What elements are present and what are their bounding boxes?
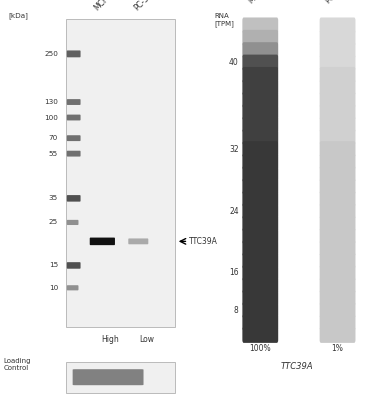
FancyBboxPatch shape	[320, 265, 356, 281]
FancyBboxPatch shape	[67, 50, 81, 57]
FancyBboxPatch shape	[242, 92, 278, 108]
FancyBboxPatch shape	[242, 191, 278, 207]
FancyBboxPatch shape	[320, 290, 356, 306]
FancyBboxPatch shape	[242, 203, 278, 219]
FancyBboxPatch shape	[320, 79, 356, 95]
FancyBboxPatch shape	[320, 327, 356, 343]
FancyBboxPatch shape	[242, 302, 278, 318]
Text: 250: 250	[44, 51, 58, 57]
Text: 8: 8	[234, 306, 239, 315]
FancyBboxPatch shape	[242, 30, 278, 46]
FancyBboxPatch shape	[67, 99, 81, 105]
FancyBboxPatch shape	[242, 116, 278, 132]
FancyBboxPatch shape	[320, 302, 356, 318]
FancyBboxPatch shape	[320, 154, 356, 170]
FancyBboxPatch shape	[242, 79, 278, 95]
Text: 40: 40	[229, 58, 239, 67]
Text: Low: Low	[139, 335, 154, 344]
Text: High: High	[101, 335, 119, 344]
Text: 1%: 1%	[332, 344, 344, 353]
Text: Loading
Control: Loading Control	[4, 358, 31, 372]
Text: 10: 10	[49, 285, 58, 291]
FancyBboxPatch shape	[242, 18, 278, 34]
Text: TTC39A: TTC39A	[190, 237, 218, 246]
FancyBboxPatch shape	[320, 129, 356, 145]
FancyBboxPatch shape	[73, 369, 144, 385]
Text: 32: 32	[229, 145, 239, 154]
Text: PC-3: PC-3	[132, 0, 151, 13]
FancyBboxPatch shape	[320, 30, 356, 46]
Text: RNA
[TPM]: RNA [TPM]	[214, 13, 234, 27]
FancyBboxPatch shape	[320, 277, 356, 293]
FancyBboxPatch shape	[320, 92, 356, 108]
FancyBboxPatch shape	[320, 116, 356, 132]
Text: PC-3: PC-3	[323, 0, 342, 6]
FancyBboxPatch shape	[320, 104, 356, 120]
FancyBboxPatch shape	[320, 18, 356, 34]
FancyBboxPatch shape	[320, 314, 356, 330]
Text: MCF-7: MCF-7	[92, 0, 115, 13]
FancyBboxPatch shape	[67, 195, 81, 202]
FancyBboxPatch shape	[320, 191, 356, 207]
FancyBboxPatch shape	[320, 253, 356, 269]
FancyBboxPatch shape	[242, 265, 278, 281]
FancyBboxPatch shape	[242, 277, 278, 293]
FancyBboxPatch shape	[242, 154, 278, 170]
FancyBboxPatch shape	[242, 240, 278, 256]
FancyBboxPatch shape	[242, 54, 278, 71]
FancyBboxPatch shape	[128, 238, 148, 244]
Text: 16: 16	[229, 268, 239, 278]
Text: [kDa]: [kDa]	[8, 13, 28, 19]
FancyBboxPatch shape	[242, 178, 278, 194]
Text: 100: 100	[44, 114, 58, 120]
FancyBboxPatch shape	[242, 67, 278, 83]
FancyBboxPatch shape	[242, 141, 278, 157]
Bar	[66, 362, 175, 393]
FancyBboxPatch shape	[320, 228, 356, 244]
FancyBboxPatch shape	[320, 178, 356, 194]
FancyBboxPatch shape	[320, 240, 356, 256]
Text: 130: 130	[44, 99, 58, 105]
FancyBboxPatch shape	[242, 216, 278, 232]
Text: 55: 55	[49, 151, 58, 157]
FancyBboxPatch shape	[67, 135, 81, 141]
FancyBboxPatch shape	[67, 262, 81, 269]
FancyBboxPatch shape	[242, 104, 278, 120]
FancyBboxPatch shape	[320, 54, 356, 71]
Text: 70: 70	[49, 135, 58, 141]
FancyBboxPatch shape	[242, 327, 278, 343]
FancyBboxPatch shape	[242, 253, 278, 269]
Text: 35: 35	[49, 195, 58, 201]
Bar	[66, 20, 175, 327]
FancyBboxPatch shape	[67, 114, 81, 120]
Text: TTC39A: TTC39A	[281, 362, 313, 371]
FancyBboxPatch shape	[90, 238, 115, 245]
FancyBboxPatch shape	[320, 67, 356, 83]
FancyBboxPatch shape	[242, 166, 278, 182]
FancyBboxPatch shape	[242, 314, 278, 330]
Text: 100%: 100%	[249, 344, 271, 353]
FancyBboxPatch shape	[67, 151, 81, 156]
FancyBboxPatch shape	[242, 129, 278, 145]
FancyBboxPatch shape	[242, 42, 278, 58]
FancyBboxPatch shape	[320, 166, 356, 182]
FancyBboxPatch shape	[242, 290, 278, 306]
FancyBboxPatch shape	[242, 228, 278, 244]
Text: 25: 25	[49, 220, 58, 226]
Text: 15: 15	[49, 262, 58, 268]
FancyBboxPatch shape	[320, 203, 356, 219]
FancyBboxPatch shape	[320, 42, 356, 58]
Text: 24: 24	[229, 207, 239, 216]
FancyBboxPatch shape	[67, 285, 78, 290]
FancyBboxPatch shape	[320, 216, 356, 232]
FancyBboxPatch shape	[320, 141, 356, 157]
Text: MCF-7: MCF-7	[247, 0, 270, 6]
FancyBboxPatch shape	[67, 220, 78, 225]
